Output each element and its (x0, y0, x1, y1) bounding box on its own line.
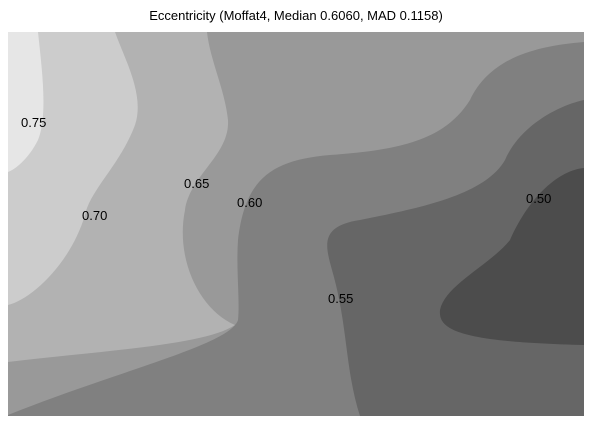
contour-band-075 (8, 32, 44, 172)
contour-label-065: 0.65 (184, 176, 209, 191)
contour-label-075: 0.75 (21, 115, 46, 130)
contour-label-055: 0.55 (328, 291, 353, 306)
contour-label-070: 0.70 (82, 208, 107, 223)
contour-label-060: 0.60 (237, 195, 262, 210)
contour-label-050: 0.50 (526, 191, 551, 206)
chart-title: Eccentricity (Moffat4, Median 0.6060, MA… (149, 8, 443, 23)
